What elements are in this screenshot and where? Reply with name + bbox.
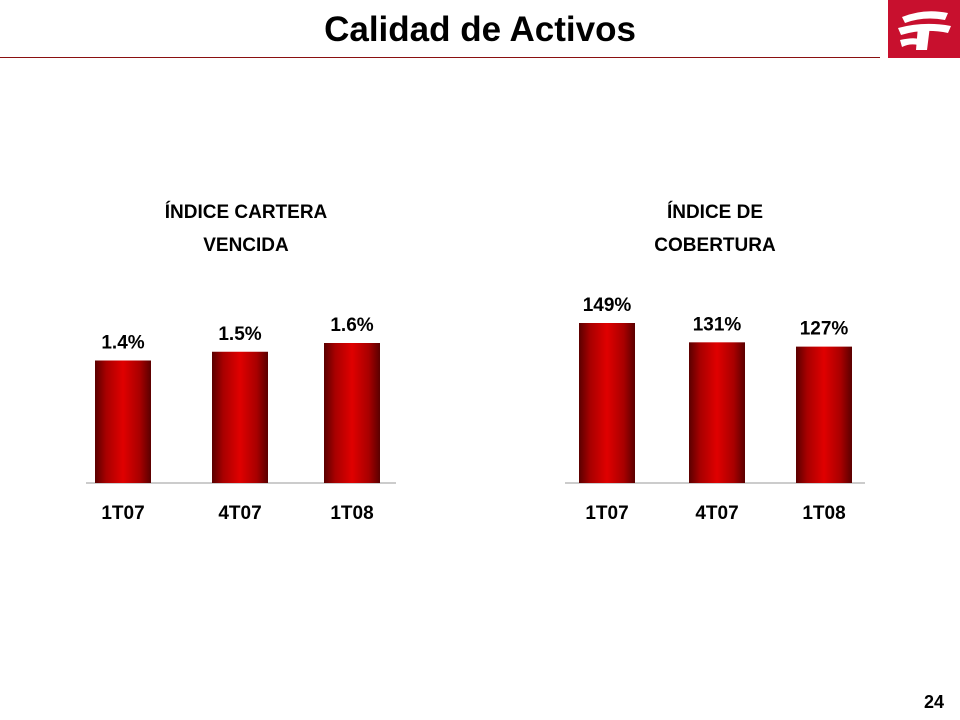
data-label-1t07: 149% (583, 295, 632, 316)
bar-1t07 (579, 323, 635, 483)
page-title: Calidad de Activos (324, 10, 636, 49)
bar-4t07 (689, 342, 745, 483)
chart-title-cartera: ÍNDICE CARTERA VENCIDA (96, 196, 396, 262)
data-label-1t08: 1.6% (330, 315, 373, 336)
bank-logo (888, 0, 960, 58)
chart-title-cartera-line1: ÍNDICE CARTERA (164, 202, 328, 223)
title-divider (0, 57, 880, 58)
x-tick-label-1t08: 1T08 (802, 503, 845, 524)
data-label-1t08: 127% (800, 319, 849, 340)
page-number: 24 (923, 692, 944, 712)
bar-1t07 (95, 360, 151, 483)
bar-1t08 (324, 343, 380, 483)
chart-cobertura: 149% 1T07 131% 4T07 127% 1T08 (565, 295, 865, 524)
chart-title-cartera-line2: VENCIDA (203, 235, 289, 256)
chart-cartera: 1.4% 1T07 1.5% 4T07 1.6% 1T08 (86, 315, 396, 524)
data-label-4t07: 1.5% (218, 324, 261, 345)
chart-title-cobertura: ÍNDICE DE COBERTURA (565, 196, 865, 262)
x-tick-label-4t07: 4T07 (695, 503, 738, 524)
bar-1t08 (796, 346, 852, 483)
x-tick-label-1t07: 1T07 (585, 503, 628, 524)
x-tick-label-1t08: 1T08 (330, 503, 373, 524)
data-label-4t07: 131% (693, 314, 742, 335)
x-tick-label-4t07: 4T07 (218, 503, 261, 524)
bar-4t07 (212, 351, 268, 483)
chart-title-cobertura-line2: COBERTURA (654, 235, 776, 256)
data-label-1t07: 1.4% (101, 333, 144, 354)
x-tick-label-1t07: 1T07 (101, 503, 144, 524)
logo-mark-icon (898, 11, 951, 50)
chart-title-cobertura-line1: ÍNDICE DE (666, 202, 764, 223)
